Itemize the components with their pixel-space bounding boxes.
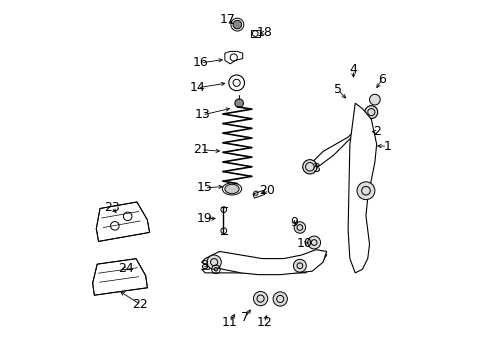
Text: 23: 23 (103, 201, 119, 214)
Text: 2: 2 (372, 125, 380, 138)
Text: 16: 16 (193, 56, 208, 69)
Circle shape (206, 255, 221, 269)
Polygon shape (201, 251, 326, 273)
Circle shape (356, 117, 367, 128)
Text: 12: 12 (256, 316, 271, 329)
Text: 22: 22 (132, 298, 148, 311)
Text: 3: 3 (311, 162, 319, 175)
Circle shape (294, 222, 305, 233)
Text: 24: 24 (118, 262, 134, 275)
Circle shape (293, 259, 305, 272)
Circle shape (302, 159, 316, 174)
Text: 7: 7 (241, 311, 249, 324)
Polygon shape (201, 249, 326, 275)
Text: 17: 17 (219, 13, 235, 27)
Ellipse shape (224, 184, 239, 194)
Text: 18: 18 (256, 26, 271, 39)
Polygon shape (92, 259, 147, 295)
Bar (250, 30, 259, 37)
Circle shape (307, 236, 320, 249)
Circle shape (364, 106, 377, 118)
Text: 10: 10 (296, 237, 312, 250)
Text: 21: 21 (193, 143, 208, 156)
Circle shape (234, 99, 243, 108)
Text: 1: 1 (383, 140, 390, 153)
Polygon shape (308, 109, 376, 169)
Bar (252, 190, 264, 198)
Text: 13: 13 (194, 108, 210, 121)
Text: 5: 5 (333, 84, 342, 96)
Polygon shape (96, 202, 149, 242)
Text: 8: 8 (200, 258, 208, 271)
Text: 4: 4 (349, 63, 357, 76)
Text: 20: 20 (258, 184, 274, 197)
Circle shape (272, 292, 287, 306)
Polygon shape (224, 51, 242, 64)
Text: 9: 9 (289, 216, 297, 229)
Circle shape (214, 267, 217, 271)
Text: 19: 19 (196, 212, 212, 225)
Circle shape (369, 94, 380, 105)
Circle shape (356, 182, 374, 200)
Circle shape (233, 20, 241, 29)
Text: 11: 11 (221, 316, 237, 329)
Text: 14: 14 (189, 81, 205, 94)
Text: 15: 15 (196, 181, 212, 194)
Polygon shape (347, 103, 376, 273)
Text: 6: 6 (377, 73, 385, 86)
Circle shape (253, 292, 267, 306)
